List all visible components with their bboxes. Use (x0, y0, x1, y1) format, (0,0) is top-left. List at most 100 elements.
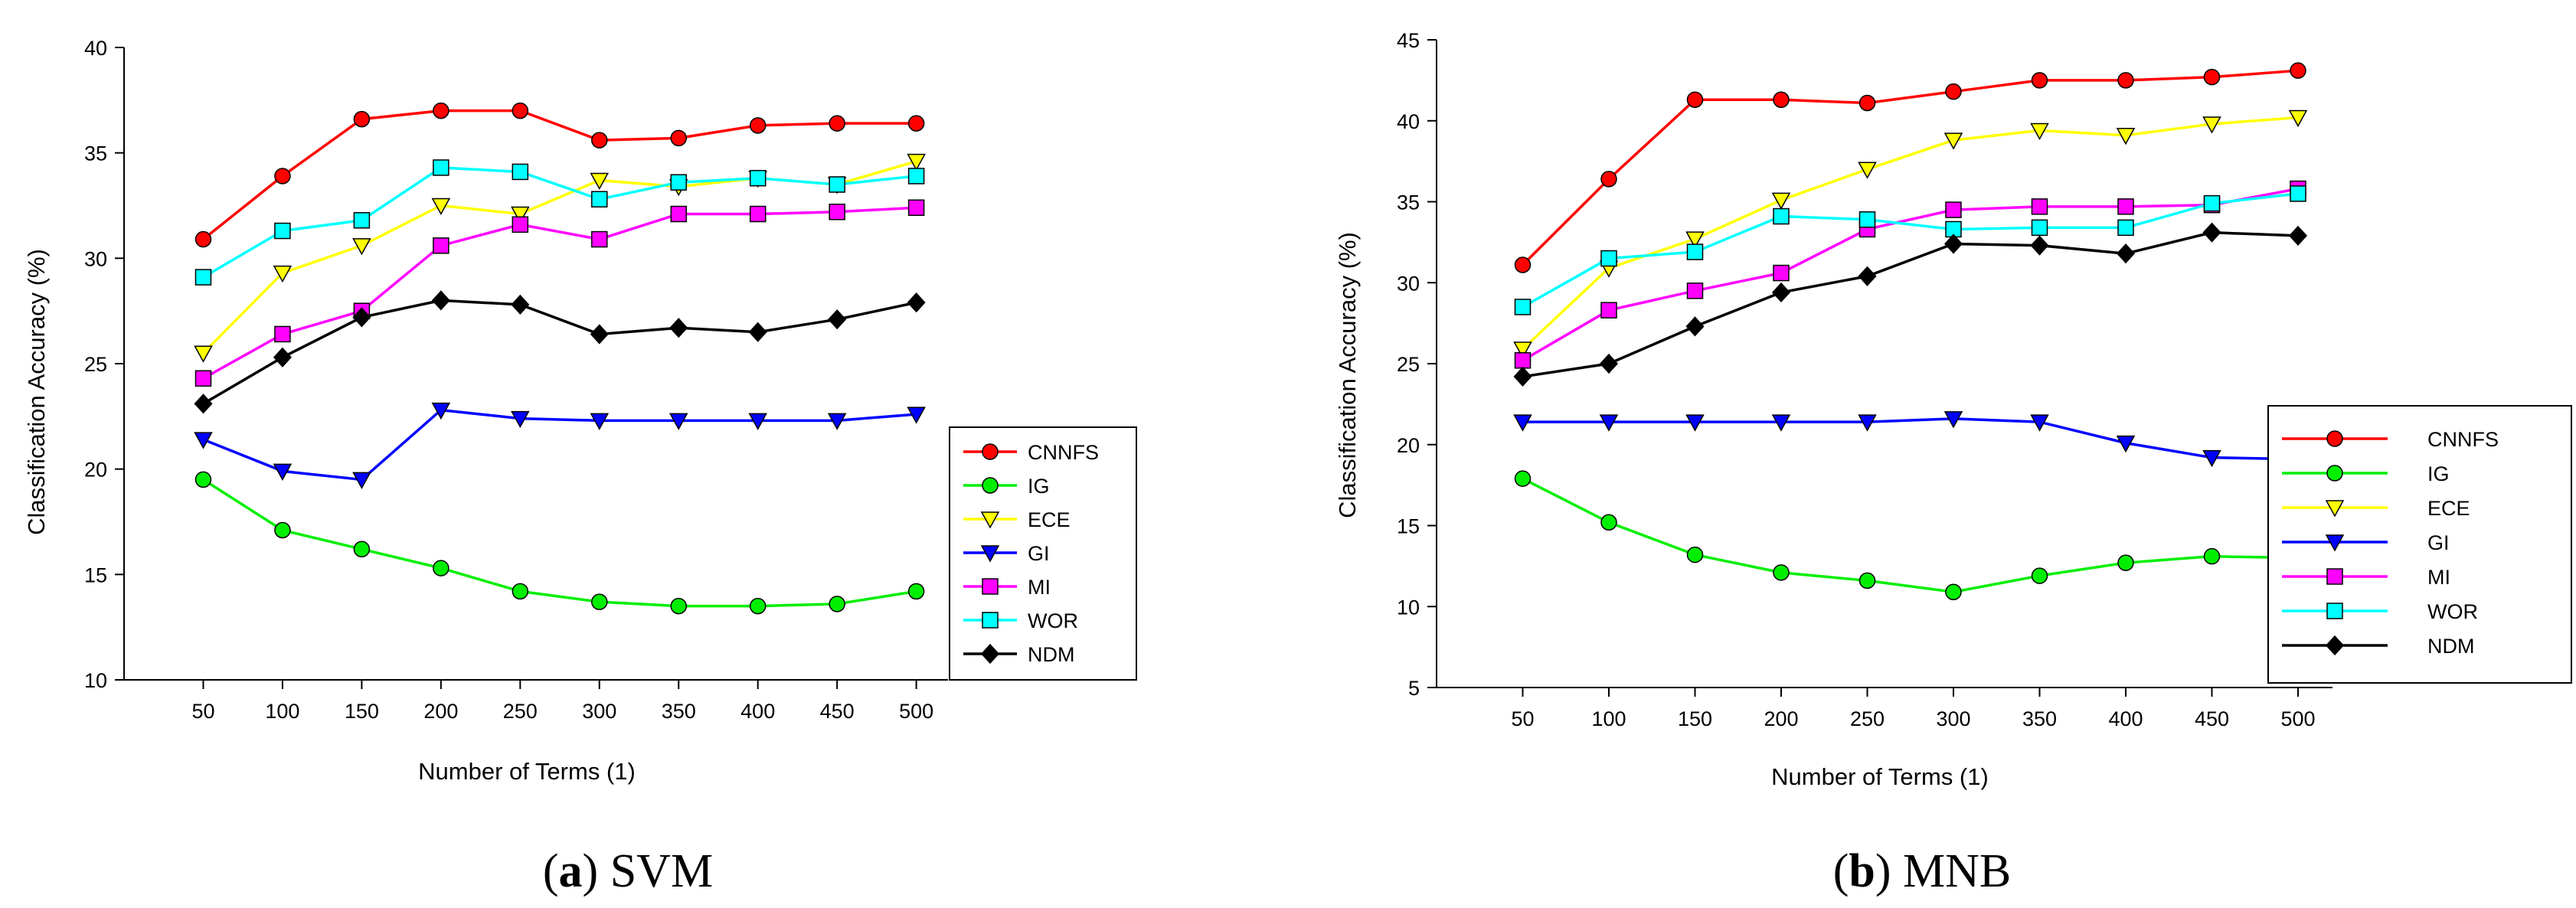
data-point (1514, 470, 1532, 487)
data-point (352, 307, 371, 328)
data-point (1858, 572, 1876, 590)
data-point (2031, 219, 2048, 237)
data-point (2116, 128, 2136, 145)
data-point (1858, 266, 1877, 286)
data-point (431, 402, 451, 420)
series-wor (195, 159, 925, 286)
series-wor (1514, 185, 2306, 315)
data-point (907, 583, 925, 600)
plot-area: 10 15 20 25 30 35 40 50 100 150 200 250 300 350 400 450… (84, 37, 1137, 723)
series-line (1522, 477, 2299, 593)
data-point (1599, 353, 1619, 374)
data-point (748, 322, 767, 342)
data-point (1513, 414, 1532, 432)
data-point (829, 204, 845, 220)
data-point (2203, 68, 2221, 86)
data-point (2288, 225, 2308, 247)
y-axis-label: Classification Accuracy (%) (1334, 232, 1361, 518)
x-tick-label: 300 (1936, 707, 1970, 730)
y-tick-label: 10 (1397, 596, 1420, 619)
y-axis-label: Classification Accuracy (%) (23, 249, 50, 535)
data-point (1771, 282, 1791, 303)
series-line (202, 408, 917, 482)
series-line (202, 166, 917, 279)
y-tick-label: 35 (84, 142, 107, 165)
legend-label: MI (2427, 566, 2450, 589)
y-tick-label: 25 (84, 353, 107, 376)
data-point (749, 205, 767, 223)
data-point (591, 132, 608, 149)
data-point (1600, 302, 1617, 318)
legend-swatch-marker (982, 578, 999, 595)
data-point (512, 216, 529, 234)
data-point (2290, 185, 2306, 202)
x-axis-label: Number of Terms (1) (1771, 763, 1989, 790)
data-point (1600, 171, 1617, 188)
data-point (2030, 122, 2049, 140)
series-line (1522, 230, 2299, 378)
data-point (512, 583, 529, 600)
data-point (2117, 198, 2134, 215)
y-tick-label: 45 (1397, 29, 1420, 52)
data-point (1514, 299, 1532, 315)
y-tick-label: 15 (84, 563, 107, 586)
legend-swatch-marker (980, 511, 1000, 529)
data-point (1773, 564, 1790, 581)
data-point (352, 238, 371, 256)
data-point (195, 370, 212, 387)
data-point (1513, 366, 1532, 387)
data-point (2117, 72, 2134, 89)
data-point (670, 597, 687, 615)
legend-label: GI (1028, 542, 1050, 565)
chart-svm: Classification Accuracy (%) Number of Te… (23, 37, 1137, 897)
legend-swatch-marker (2325, 534, 2345, 552)
legend-label: ECE (2427, 497, 2470, 520)
x-tick-label: 500 (2280, 707, 2315, 730)
series-line (202, 109, 917, 240)
data-point (1943, 411, 1963, 429)
data-point (352, 472, 371, 489)
data-point (2202, 222, 2221, 243)
x-tick-label: 200 (1764, 707, 1798, 730)
data-point (1773, 91, 1790, 109)
data-point (512, 102, 529, 119)
legend-box (2267, 405, 2572, 684)
data-point (829, 115, 845, 132)
data-point (1945, 83, 1962, 100)
data-point (1514, 256, 1532, 273)
data-point (1773, 264, 1790, 282)
data-point (591, 191, 608, 207)
legend-swatch-marker (2326, 430, 2343, 447)
legend-label: GI (2427, 531, 2450, 554)
data-point (431, 198, 451, 216)
legend-swatch-marker (982, 612, 999, 629)
data-point (828, 309, 847, 330)
caption: (a) SVM (543, 845, 713, 897)
data-point (2031, 198, 2048, 215)
series-ig (1514, 470, 2306, 600)
data-point (2203, 194, 2221, 212)
data-point (827, 413, 847, 430)
series-ndm (194, 290, 926, 414)
legend-swatch-marker (2325, 635, 2345, 656)
data-point (2202, 116, 2221, 134)
x-tick-label: 350 (2022, 707, 2057, 730)
data-point (433, 102, 449, 119)
data-point (2030, 235, 2049, 256)
legend-label: NDM (1028, 643, 1075, 666)
data-point (433, 560, 449, 576)
data-point (511, 410, 530, 429)
y-tick-label: 25 (1397, 353, 1420, 376)
series-line (1522, 192, 2299, 309)
legend: CNNFS IG ECE GI MI WOR NDM (949, 426, 1137, 681)
data-point (907, 292, 926, 313)
data-point (1773, 207, 1790, 225)
series-cnnfs (195, 102, 925, 248)
data-point (2290, 62, 2306, 79)
data-point (907, 153, 926, 171)
y-tick-label: 15 (1397, 515, 1420, 538)
y-tick-label: 20 (1397, 434, 1420, 457)
data-point (2116, 243, 2136, 264)
x-tick-label: 200 (423, 700, 458, 723)
x-tick-label: 250 (1850, 707, 1885, 730)
